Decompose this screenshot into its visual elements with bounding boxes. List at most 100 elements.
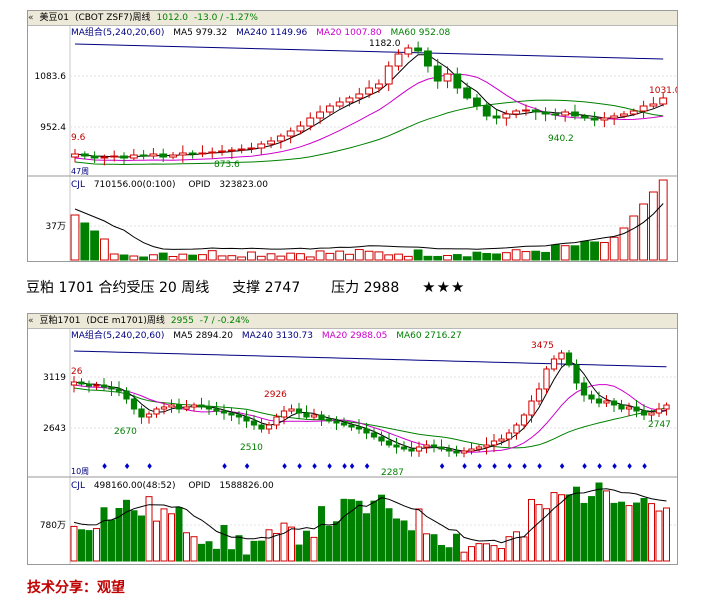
candle-body (430, 444, 438, 448)
candle-body (325, 105, 334, 113)
volume-axis-label: 780万 (40, 521, 66, 531)
low-annotation: 2670 (114, 427, 137, 437)
volume-bar (528, 498, 535, 562)
candlestick-chart[interactable]: 1083.6 952.4 37万 1182.0 1031.0 873.6 940… (28, 26, 677, 261)
volume-bar (573, 486, 580, 562)
volume-bar (394, 253, 403, 261)
candle-body (600, 117, 609, 121)
volume-bar (558, 494, 565, 562)
symbol-label[interactable]: 美豆01 (39, 13, 69, 23)
volume-bar (618, 501, 625, 562)
candle-body (115, 388, 123, 392)
volume-bar (580, 502, 588, 562)
candle-body (370, 432, 378, 438)
volume-bar (475, 543, 483, 562)
candle-body (433, 65, 442, 82)
candle-body (325, 418, 333, 422)
volume-bar (384, 254, 394, 261)
candle-body (288, 408, 295, 412)
candle-body (340, 422, 348, 426)
symbol-label[interactable]: 豆粕1701 (39, 316, 81, 326)
candle-body (633, 406, 640, 412)
candle-body (588, 394, 595, 400)
volume-bar (318, 506, 325, 562)
volume-bar (378, 494, 385, 562)
candle-body (473, 97, 481, 107)
candle-body (237, 148, 246, 151)
left-annotation: 9.6 (71, 133, 86, 143)
ma-legend-item: MA240 1149.96 (236, 28, 307, 38)
ma-legend-item: MA240 3130.73 (242, 331, 313, 341)
volume-bar (370, 500, 378, 562)
candle-body (258, 424, 265, 430)
signal-marker-icon: ♦ (506, 462, 513, 471)
volume-bar (423, 533, 430, 562)
candle-body (273, 416, 280, 426)
volume-bar (139, 256, 149, 261)
svg-text:CJL 710156.00(0:100): CJL 710156.00(0:100) OPID 323823.00 (71, 180, 268, 190)
candle-body (153, 408, 160, 415)
volume-bar (99, 238, 109, 261)
ma-legend-item: MA60 2716.27 (396, 331, 461, 341)
ma60-line (74, 99, 664, 166)
candle-body (138, 408, 145, 418)
volume-bar (483, 543, 490, 562)
low-annotation: 2510 (240, 443, 263, 453)
volume-legend-item: 710156.00(0:100) (94, 180, 176, 190)
volume-bar (413, 249, 423, 261)
candle-body (443, 73, 452, 82)
volume-bar (119, 254, 129, 261)
collapse-chevron-icon[interactable]: « (28, 316, 34, 326)
candle-body (130, 398, 138, 410)
volume-bar (460, 551, 468, 562)
volume-bar (256, 255, 266, 261)
candle-body (374, 83, 383, 89)
chart-panel-soybean: « 美豆01 (CBOT ZSF7)周线 1012.0 -13.0 / -1.27% 1… (27, 10, 678, 262)
signal-marker-icon: ♦ (581, 462, 588, 471)
candle-body (535, 388, 543, 402)
signal-marker-icon: ♦ (626, 462, 633, 471)
candle-body (183, 406, 190, 410)
candle-body (267, 140, 275, 145)
ma-legend-item: MA20 1007.80 (316, 28, 382, 38)
signal-marker-icon: ♦ (311, 462, 318, 471)
candle-body (306, 117, 315, 127)
candle-body (603, 400, 610, 404)
volume-legend-item: 498160.00(48:52) (94, 481, 176, 491)
volume-bar (78, 529, 85, 562)
volume-bar (286, 252, 296, 261)
candle-body (663, 404, 670, 410)
volume-bar (590, 241, 599, 261)
volume-ma-line (73, 488, 667, 544)
volume-bar (158, 252, 168, 261)
ma-legend-item: MA5 2894.20 (173, 331, 233, 341)
candlestick-chart[interactable]: 3119 2643 780万 3475 26 2670 2510 2926 22… (28, 329, 677, 564)
candle-body (78, 381, 85, 385)
peak-annotation: 2926 (264, 390, 287, 400)
signal-marker-icon: ♦ (124, 462, 131, 471)
candle-body (129, 154, 138, 159)
volume-bar (207, 250, 217, 261)
volume-bar (303, 530, 310, 562)
volume-bar (310, 536, 318, 562)
candle-body (80, 153, 89, 157)
volume-bar (90, 230, 100, 261)
signal-marker-icon: ♦ (536, 462, 543, 471)
volume-bar (438, 544, 445, 562)
volume-bar (237, 256, 247, 261)
volume-bar (430, 534, 438, 562)
volume-bar (433, 255, 443, 261)
volume-bar (663, 507, 670, 562)
volume-bar (145, 496, 153, 562)
volume-bar (348, 499, 355, 562)
volume-bar (123, 499, 130, 562)
volume-bar (400, 520, 408, 562)
candle-body (227, 149, 236, 152)
last-price: 1012.0 (156, 13, 189, 23)
candle-body (220, 410, 228, 414)
candle-body (475, 446, 483, 450)
volume-bar (273, 533, 280, 562)
collapse-chevron-icon[interactable]: « (28, 13, 34, 23)
volume-bar (70, 525, 78, 562)
volume-bar (550, 492, 558, 562)
